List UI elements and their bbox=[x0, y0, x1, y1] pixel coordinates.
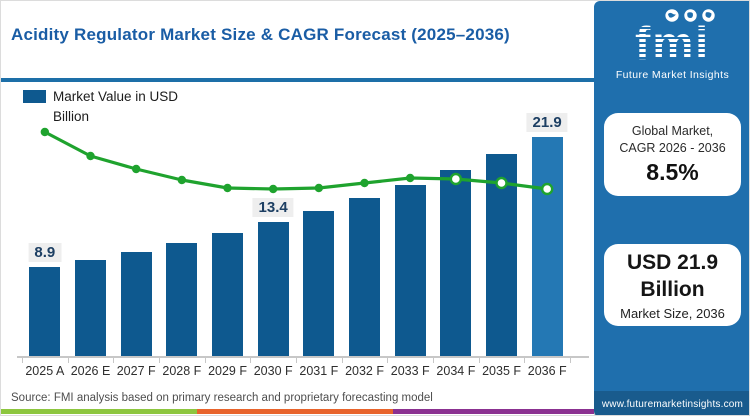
market-size-caption: Market Size, 2036 bbox=[620, 306, 725, 322]
x-axis-label: 2032 F bbox=[345, 364, 384, 378]
axis-tick bbox=[67, 357, 69, 363]
x-axis-label: 2025 A bbox=[25, 364, 65, 378]
cagr-card: Global Market, CAGR 2026 - 2036 8.5% bbox=[604, 113, 741, 196]
x-axis-label: 2035 F bbox=[482, 364, 522, 378]
fmi-stripe-texture bbox=[632, 24, 713, 65]
cagr-card-line2: CAGR 2026 - 2036 bbox=[619, 140, 726, 155]
x-axis-label: 2030 F bbox=[253, 364, 293, 378]
bar-2036F bbox=[531, 137, 563, 356]
fmi-logo: fmi Future Market Insights bbox=[594, 9, 749, 81]
x-axis-label: 2031 F bbox=[299, 364, 339, 378]
bar-2029F bbox=[212, 233, 243, 356]
sidebar-footer-band: www.futuremarketinsights.com bbox=[594, 391, 749, 415]
bar-2030F bbox=[257, 222, 289, 356]
trend-marker bbox=[268, 184, 278, 194]
x-axis-labels: 2025 A 2026 E 2027 F 2028 F 2029 F 2030 F 2031… bbox=[22, 364, 570, 378]
trend-marker bbox=[177, 175, 187, 185]
x-axis-label: 2033 F bbox=[390, 364, 430, 378]
x-axis-label: 2028 F bbox=[162, 364, 202, 378]
website-url: www.futuremarketinsights.com bbox=[601, 398, 744, 410]
x-axis-label: 2027 F bbox=[116, 364, 156, 378]
bar-2028F bbox=[166, 243, 198, 356]
trend-marker bbox=[223, 183, 232, 193]
globe-orbit-icon bbox=[701, 9, 715, 27]
x-axis-label: 2029 F bbox=[208, 364, 247, 378]
axis-tick bbox=[22, 357, 23, 363]
bar-2034F bbox=[440, 170, 472, 356]
map-icon bbox=[664, 9, 679, 27]
globe-icon bbox=[683, 9, 697, 27]
axis-tick bbox=[113, 357, 115, 363]
x-axis-ticks bbox=[22, 357, 571, 364]
chart-plot-area: 8.9 13.4 21.9 bbox=[22, 111, 570, 356]
cagr-card-line1: Global Market, bbox=[631, 123, 714, 138]
x-axis-label: 2036 F bbox=[527, 364, 567, 378]
trend-marker bbox=[449, 172, 463, 186]
bar-2031F bbox=[303, 211, 335, 356]
axis-tick bbox=[433, 357, 434, 363]
axis-tick bbox=[341, 357, 343, 363]
market-size-card: USD 21.9 Billion Market Size, 2036 bbox=[604, 244, 741, 326]
axis-tick bbox=[570, 357, 571, 363]
trend-marker bbox=[405, 173, 415, 183]
bar-2027F bbox=[120, 252, 152, 356]
trend-marker bbox=[131, 164, 141, 174]
logo-icons-row bbox=[628, 9, 749, 27]
bar-2026E bbox=[75, 260, 106, 356]
trend-marker bbox=[86, 151, 95, 161]
chart-legend: Market Value in USD Billion bbox=[23, 87, 208, 126]
cagr-value: 8.5% bbox=[646, 159, 699, 186]
brand-tagline: Future Market Insights bbox=[615, 69, 730, 81]
market-size-value-line1: USD 21.9 bbox=[626, 250, 719, 274]
bar-value-label: 21.9 bbox=[526, 113, 568, 132]
footer-strip-green bbox=[1, 409, 197, 414]
trend-line bbox=[40, 127, 554, 196]
market-size-value-line2: Billion bbox=[640, 278, 705, 301]
trend-marker bbox=[314, 183, 324, 193]
axis-tick bbox=[478, 357, 480, 363]
trend-marker bbox=[40, 127, 50, 137]
footer-strip-purple bbox=[393, 409, 594, 414]
bar-value-label: 8.9 bbox=[28, 243, 62, 262]
header-divider bbox=[1, 78, 594, 82]
x-axis-label: 2034 F bbox=[436, 364, 476, 378]
legend-swatch-bar bbox=[23, 90, 46, 103]
x-axis-line bbox=[17, 356, 589, 358]
axis-tick bbox=[250, 357, 252, 363]
bar-2025A bbox=[29, 267, 61, 356]
legend-label: Market Value in USD Billion bbox=[53, 89, 179, 124]
x-axis-label: 2026 E bbox=[70, 364, 111, 378]
bar-2032F bbox=[349, 198, 380, 356]
trend-marker bbox=[360, 178, 369, 188]
footer-strip-orange bbox=[197, 409, 393, 414]
axis-tick bbox=[524, 357, 526, 363]
axis-tick bbox=[204, 357, 206, 363]
brand-sidebar: fmi Future Market Insights Global Market… bbox=[594, 1, 749, 415]
fmi-wordmark: fmi bbox=[632, 20, 713, 66]
bar-value-label: 13.4 bbox=[252, 198, 294, 217]
axis-tick bbox=[296, 357, 297, 363]
bar-2033F bbox=[394, 185, 426, 356]
source-note: Source: FMI analysis based on primary re… bbox=[11, 392, 433, 404]
axis-tick bbox=[159, 357, 160, 363]
axis-tick bbox=[387, 357, 389, 363]
trend-marker bbox=[540, 182, 554, 196]
trend-marker bbox=[495, 176, 508, 190]
page-title: Acidity Regulator Market Size & CAGR For… bbox=[11, 25, 510, 44]
